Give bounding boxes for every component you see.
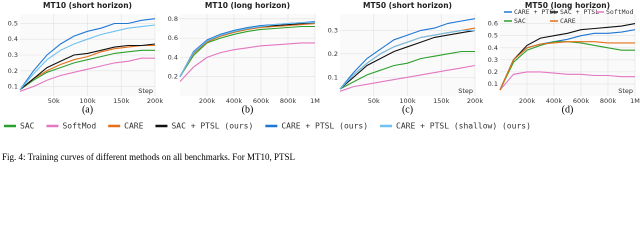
y-tick-label: 0.2 [168, 73, 178, 81]
caption: Fig. 4: Training curves of different met… [2, 152, 295, 162]
series-line [499, 71, 635, 91]
x-tick-label: 600k [573, 97, 589, 105]
y-tick-label: 0.8 [168, 15, 178, 23]
series-line [19, 44, 155, 91]
x-axis-label: Step [458, 87, 473, 95]
y-tick-label: 0.6 [488, 20, 498, 28]
y-tick-label: 0.5 [8, 19, 18, 27]
plot-area [180, 14, 315, 96]
legend-label: CARE + PTSL [514, 8, 557, 16]
x-tick-label: 200k [519, 97, 535, 105]
x-tick-label: 1M [310, 97, 320, 105]
y-tick-label: 0.1 [8, 83, 18, 91]
x-tick-label: 400k [546, 97, 562, 105]
series-line [19, 57, 155, 92]
x-tick-label: 150k [113, 97, 129, 105]
chart-title: MT50 (short horizon) [363, 1, 452, 10]
panel-label: (d) [562, 104, 574, 115]
x-tick-label: 600k [253, 97, 269, 105]
series-line [499, 41, 635, 91]
legend-label: CARE + PTSL (shallow) (ours) [396, 122, 531, 131]
y-tick-label: 0.2 [328, 50, 338, 58]
x-tick-label: 150k [433, 97, 449, 105]
legend-label: SAC + PTSL [560, 8, 599, 16]
legend-label: CARE [124, 122, 143, 131]
legend-label: SoftMod [606, 8, 633, 16]
x-tick-label: 50k [48, 97, 60, 105]
panel-label: (c) [402, 104, 413, 115]
series-line [19, 24, 156, 91]
x-tick-label: 800k [280, 97, 296, 105]
legend-label: CARE + PTSL (ours) [281, 122, 368, 131]
y-tick-label: 0.1 [328, 73, 338, 81]
legend-label: SAC + PTSL (ours) [171, 122, 253, 131]
plot-area [500, 14, 635, 96]
x-tick-label: 1M [630, 97, 640, 105]
x-tick-label: 200k [467, 97, 483, 105]
y-tick-label: 0.3 [488, 56, 498, 64]
series-line [339, 29, 475, 90]
series-line [179, 42, 315, 82]
series-line [499, 23, 636, 91]
series-line [339, 50, 475, 90]
y-tick-label: 0.5 [488, 32, 498, 40]
chart-title: MT50 (long horizon) [525, 1, 610, 10]
series-line [179, 22, 315, 77]
figure: Fig. 4: Training curves of different met… [2, 1, 640, 162]
panel-label: (a) [82, 104, 93, 115]
x-axis-label: Step [138, 87, 153, 95]
series-line [179, 25, 315, 77]
y-tick-label: 0.2 [488, 68, 498, 76]
series-line [19, 43, 156, 91]
y-tick-label: 0.3 [328, 26, 338, 34]
panel-label: (b) [242, 104, 254, 115]
legend-label: SAC [20, 122, 35, 131]
x-axis-label: Step [618, 87, 633, 95]
series-line [19, 18, 156, 91]
y-tick-label: 0.6 [168, 34, 178, 42]
legend-label: SoftMod [62, 122, 96, 131]
y-tick-label: 0.4 [8, 35, 18, 43]
x-tick-label: 200k [199, 97, 215, 105]
y-tick-label: 0.3 [8, 51, 18, 59]
series-line [19, 49, 155, 91]
y-tick-label: 0.4 [168, 53, 178, 61]
series-line [339, 18, 476, 90]
chart-title: MT10 (long horizon) [205, 1, 290, 10]
y-tick-label: 0.2 [8, 67, 18, 75]
y-tick-label: 0.1 [488, 80, 498, 88]
x-tick-label: 100k [399, 97, 415, 105]
legend-label: CARE [560, 17, 576, 25]
series-line [339, 64, 476, 92]
x-tick-label: 800k [600, 97, 616, 105]
x-tick-label: 400k [226, 97, 242, 105]
x-tick-label: 100k [79, 97, 95, 105]
series-line [339, 29, 476, 90]
legend-label: SAC [514, 17, 526, 25]
x-tick-label: 50k [368, 97, 380, 105]
y-tick-label: 0.4 [488, 44, 498, 52]
x-tick-label: 200k [147, 97, 163, 105]
series-line [179, 23, 316, 77]
chart-title: MT10 (short horizon) [43, 1, 132, 10]
